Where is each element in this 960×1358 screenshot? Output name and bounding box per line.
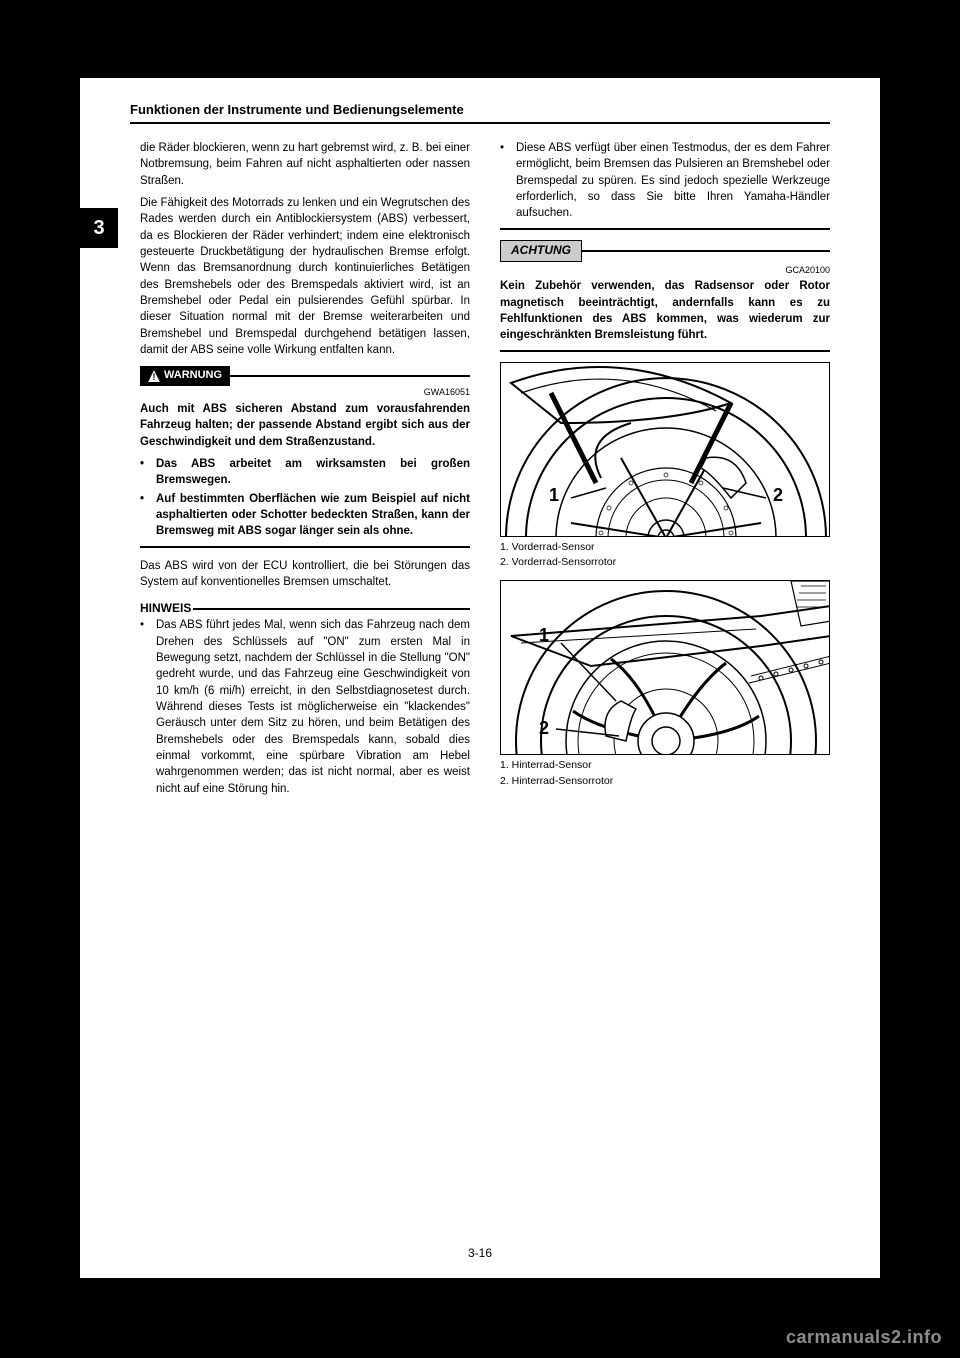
figure-caption: 2. Hinterrad-Sensorrotor [500,775,830,789]
achtung-label: ACHTUNG [511,242,571,259]
chapter-tab: 3 [80,208,118,248]
bullet-text: Das ABS arbeitet am wirksamsten bei groß… [156,456,470,489]
rule [230,375,470,377]
bullet-dot: • [140,617,156,797]
chapter-number: 3 [93,217,104,240]
warnung-bullet: • Auf bestimmten Oberflächen wie zum Bei… [140,491,470,540]
body-bullet: • Diese ABS verfügt über einen Testmodus… [500,140,830,222]
manual-page: Funktionen der Instrumente und Bedienung… [80,78,880,1278]
warnung-label: WARNUNG [164,368,222,384]
rule [140,546,470,548]
figure-callout-2: 2 [539,716,549,742]
warnung-body: Auch mit ABS sicheren Abstand zum voraus… [140,401,470,450]
hinweis-label: HINWEIS [140,600,191,617]
hinweis-bullet: • Das ABS führt jedes Mal, wenn sich das… [140,617,470,797]
rule [500,228,830,230]
figure-caption: 1. Hinterrad-Sensor [500,759,830,773]
achtung-header: ACHTUNG [500,240,830,262]
bullet-dot: • [140,491,156,540]
left-column: die Räder blockieren, wenn zu hart gebre… [140,140,470,799]
figure-caption: 1. Vorderrad-Sensor [500,541,830,555]
figure-callout-1: 1 [539,623,549,649]
bullet-text: Das ABS führt jedes Mal, wenn sich das F… [156,617,470,797]
bullet-dot: • [140,456,156,489]
hinweis-header: HINWEIS [140,600,470,617]
body-text: Das ABS wird von der ECU kontrolliert, d… [140,558,470,591]
section-title: Funktionen der Instrumente und Bedienung… [130,102,464,117]
warning-triangle-icon [148,370,160,382]
body-text: die Räder blockieren, wenn zu hart gebre… [140,140,470,189]
figure-callout-2: 2 [773,483,783,509]
rule [193,608,470,610]
figure-rear-wheel: 1 2 [500,580,830,755]
rule [582,250,830,252]
figure-caption: 2. Vorderrad-Sensorrotor [500,556,830,570]
right-column: • Diese ABS verfügt über einen Testmodus… [500,140,830,790]
header-rule [130,122,830,124]
bullet-dot: • [500,140,516,222]
figure-front-wheel: 1 2 [500,362,830,537]
warnung-box: WARNUNG [140,366,230,386]
body-text: Die Fähigkeit des Motorrads zu lenken un… [140,195,470,358]
achtung-box: ACHTUNG [500,240,582,262]
watermark: carmanuals2.info [786,1327,942,1348]
warnung-bullet: • Das ABS arbeitet am wirksamsten bei gr… [140,456,470,489]
figure-callout-1: 1 [549,483,559,509]
rule [500,350,830,352]
achtung-body: Kein Zubehör verwenden, das Radsensor od… [500,278,830,343]
bullet-text: Auf bestimmten Oberflächen wie zum Beisp… [156,491,470,540]
rear-wheel-illustration [501,581,830,755]
achtung-code: GCA20100 [500,264,830,277]
page-number: 3-16 [80,1246,880,1260]
warnung-code: GWA16051 [140,386,470,399]
bullet-text: Diese ABS verfügt über einen Testmodus, … [516,140,830,222]
warnung-header: WARNUNG [140,366,470,386]
front-wheel-illustration [501,363,830,537]
